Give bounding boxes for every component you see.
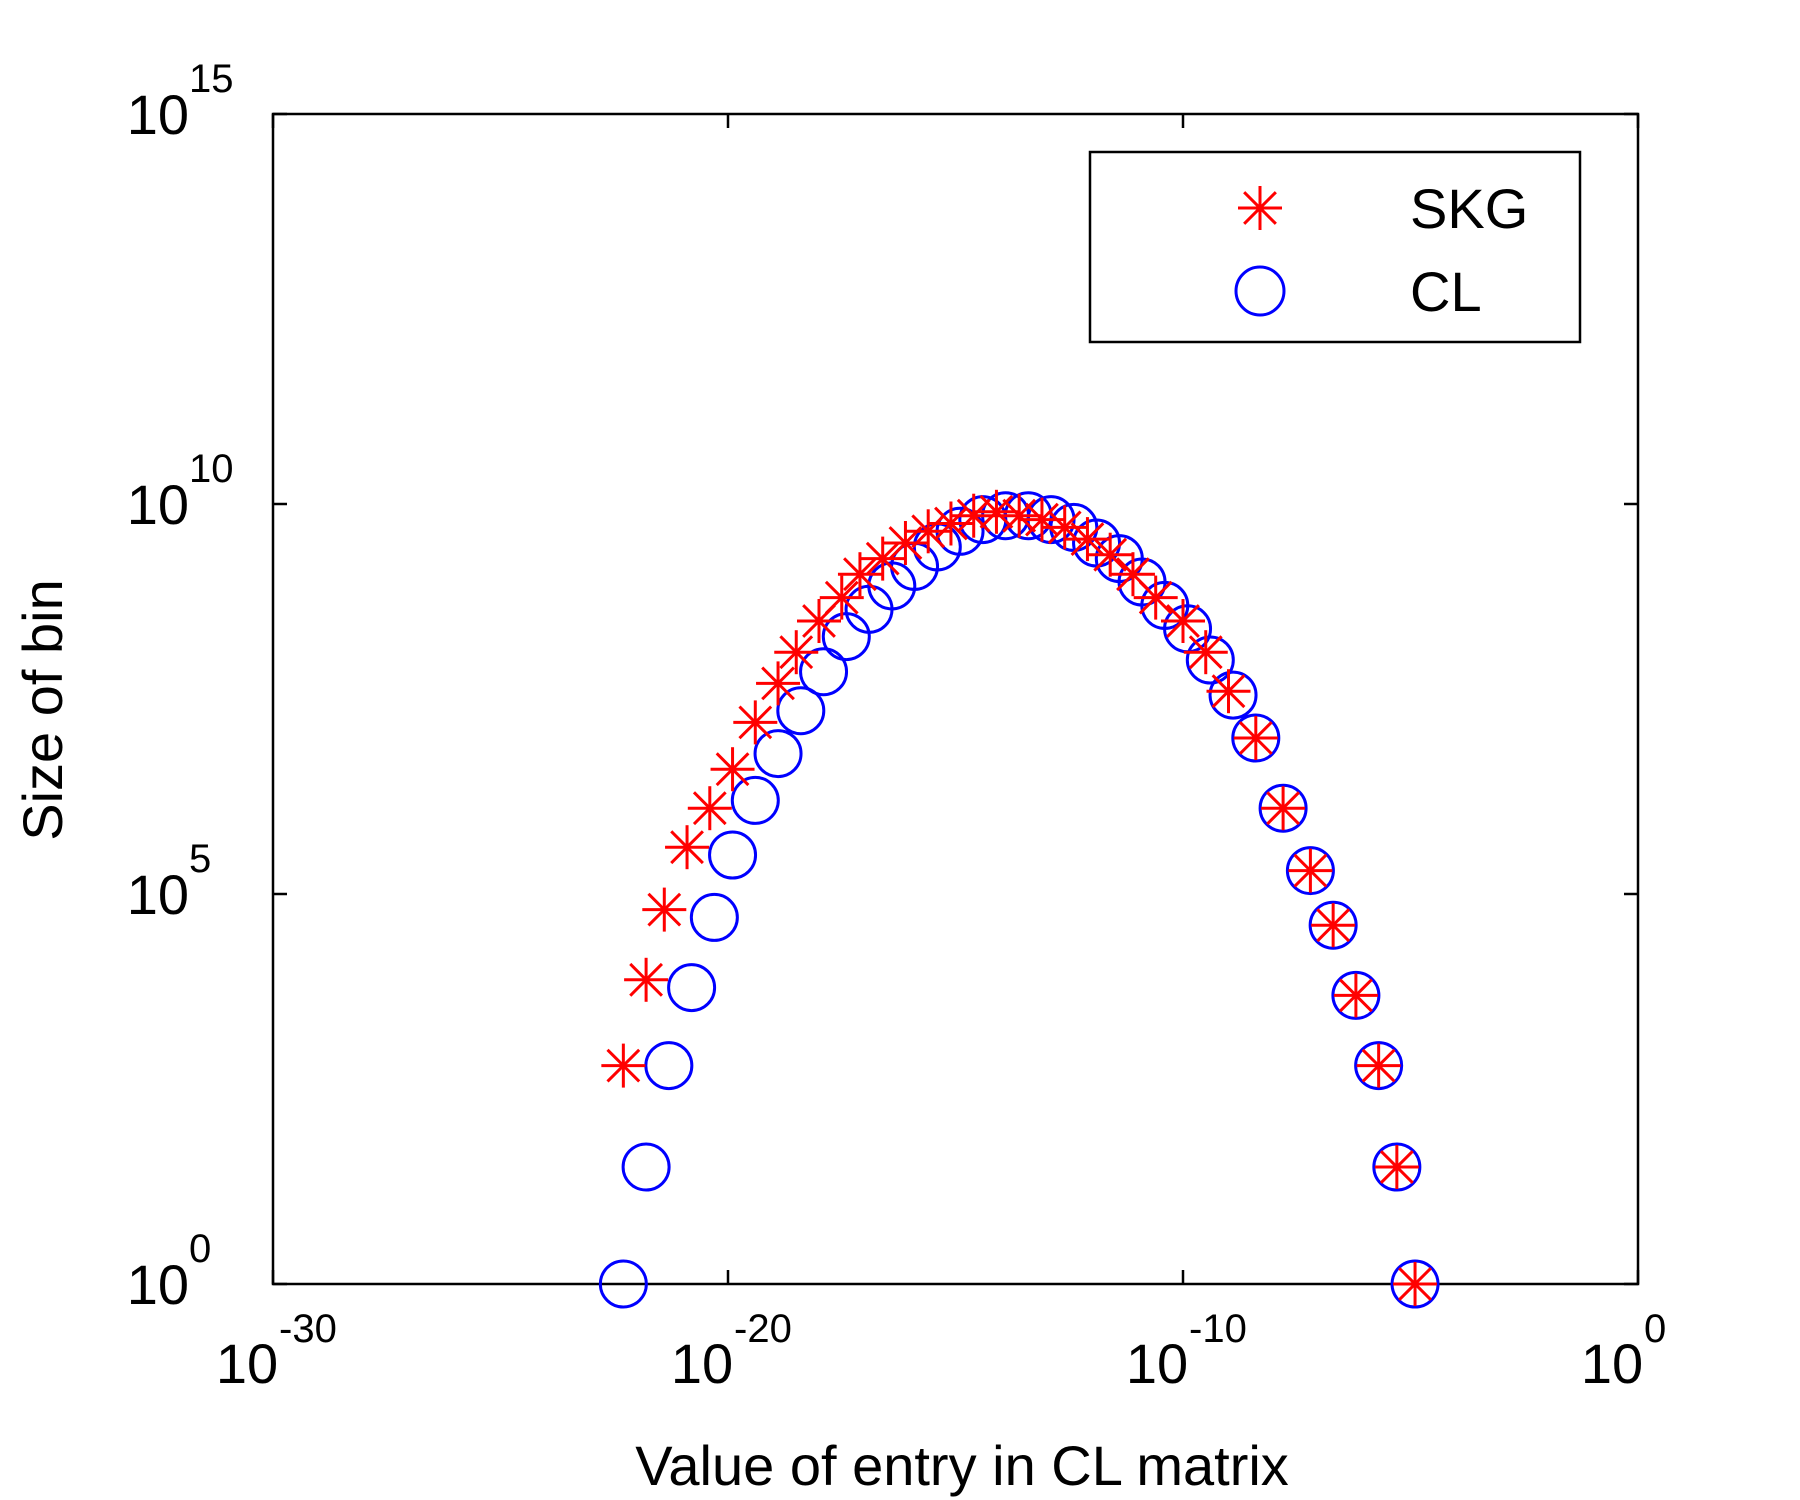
y-tick-label-exponent: 10 (189, 447, 234, 491)
data-point-skg (1234, 716, 1278, 760)
legend-label-skg: SKG (1410, 177, 1528, 240)
scatter-chart: 10-3010-2010-1010010010510101015 SKGCL V… (0, 0, 1800, 1500)
data-point-skg (774, 630, 818, 674)
data-point-skg (688, 786, 732, 830)
x-tick-label: 10 (1126, 1332, 1188, 1395)
data-point-skg (1261, 786, 1305, 830)
x-tick-label: 10 (671, 1332, 733, 1395)
legend-marker-skg (1238, 186, 1282, 230)
data-point-skg (952, 494, 996, 538)
x-tick-label: 10 (216, 1332, 278, 1395)
y-tick-label-exponent: 15 (189, 57, 234, 101)
data-point-skg (820, 576, 864, 620)
data-point-skg (1134, 576, 1178, 620)
legend-label-cl: CL (1410, 260, 1482, 323)
data-point-skg (1375, 1145, 1419, 1189)
data-point-skg (1288, 849, 1332, 893)
data-point-skg (1184, 630, 1228, 674)
data-point-skg (1207, 669, 1251, 713)
data-point-skg (756, 661, 800, 705)
data-point-skg (624, 958, 668, 1002)
data-point-skg (642, 888, 686, 932)
data-point-skg (733, 700, 777, 744)
x-tick-label: 10 (1581, 1332, 1643, 1395)
data-point-skg (974, 490, 1018, 534)
x-tick-label-exponent: -10 (1189, 1307, 1247, 1351)
data-point-skg (1088, 533, 1132, 577)
x-tick-label-exponent: 0 (1644, 1307, 1666, 1351)
data-point-skg (997, 494, 1041, 538)
y-tick-label: 10 (127, 473, 189, 536)
y-tick-label: 10 (127, 1253, 189, 1316)
data-point-skg (1311, 903, 1355, 947)
data-point-skg (601, 1044, 645, 1088)
data-point-skg (1393, 1262, 1437, 1306)
data-point-skg (711, 747, 755, 791)
y-tick-label-exponent: 0 (189, 1227, 211, 1271)
data-point-skg (1043, 505, 1087, 549)
data-point-skg (1334, 973, 1378, 1017)
y-axis-label: Size of bin (11, 579, 74, 841)
y-tick-label-exponent: 5 (189, 837, 211, 881)
data-point-skg (883, 521, 927, 565)
data-point-skg (1357, 1044, 1401, 1088)
y-tick-label: 10 (127, 863, 189, 926)
y-tick-label: 10 (127, 83, 189, 146)
x-axis-label: Value of entry in CL matrix (635, 1434, 1289, 1497)
data-point-skg (665, 825, 709, 869)
x-tick-label-exponent: -30 (279, 1307, 337, 1351)
x-tick-label-exponent: -20 (734, 1307, 792, 1351)
legend: SKG CL (1090, 152, 1580, 342)
data-point-skg (1161, 599, 1205, 643)
